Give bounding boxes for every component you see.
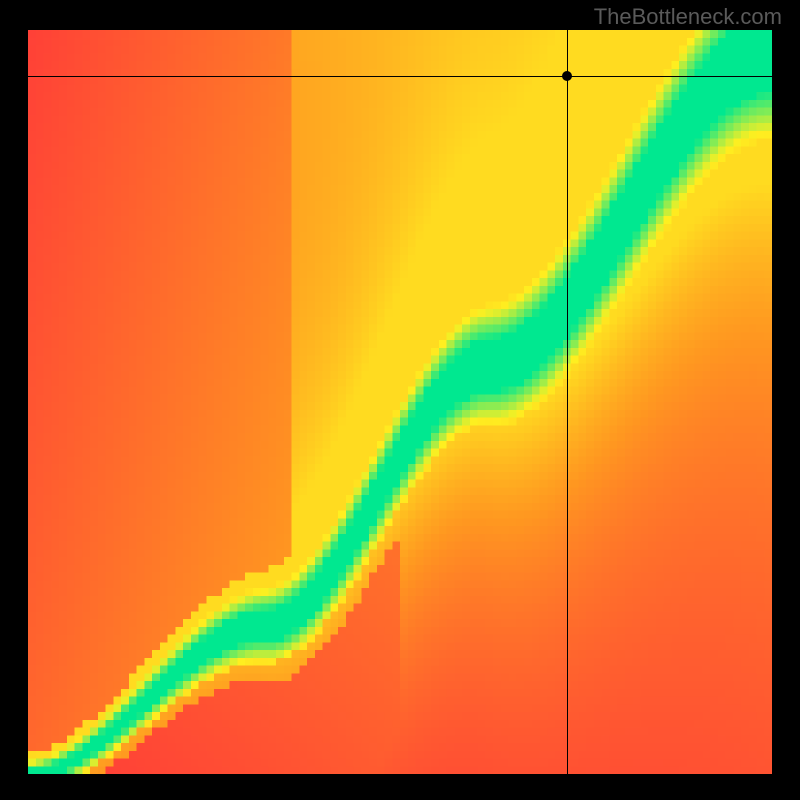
crosshair-horizontal	[28, 76, 772, 77]
crosshair-marker	[562, 71, 572, 81]
heatmap-canvas	[28, 30, 772, 774]
heatmap-plot	[28, 30, 772, 774]
watermark-text: TheBottleneck.com	[594, 4, 782, 30]
crosshair-vertical	[567, 30, 568, 774]
